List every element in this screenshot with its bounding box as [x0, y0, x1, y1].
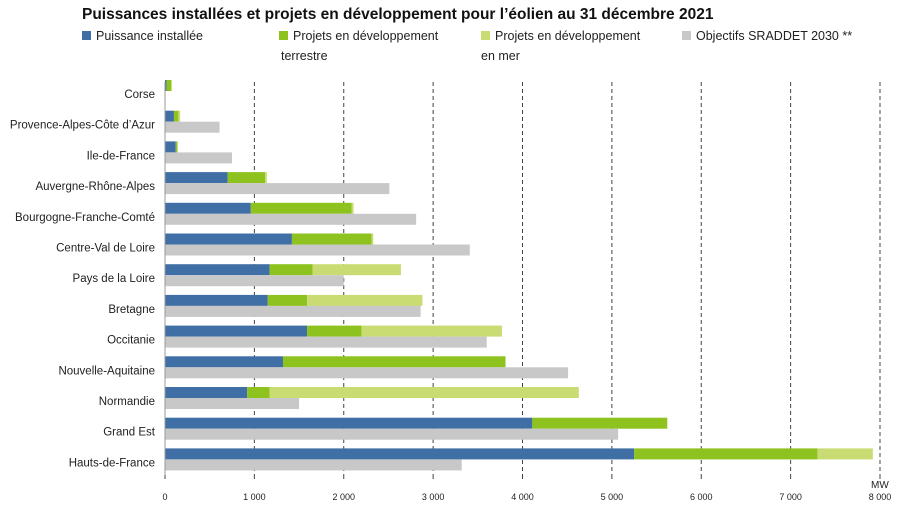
category-label: Occitanie: [107, 335, 155, 347]
bar-segment: [817, 448, 873, 460]
bar-segment: [165, 294, 268, 306]
legend-swatch-onshore: [279, 31, 288, 40]
bar-segment: [247, 387, 270, 398]
bars: [165, 80, 873, 471]
legend-swatch-installed: [82, 31, 91, 40]
bar-target: [165, 121, 220, 133]
legend-swatch-sraddet: [682, 31, 691, 40]
legend: Puissance installée Projets en développe…: [82, 29, 852, 63]
bar-target: [165, 213, 417, 225]
tick-label: 1 000: [243, 492, 266, 502]
category-label: Ile-de-France: [87, 150, 155, 162]
bar-segment: [178, 110, 181, 122]
bar-segment: [634, 448, 818, 460]
legend-label-installed: Puissance installée: [96, 29, 203, 43]
tick-label: 7 000: [779, 492, 802, 502]
bar-segment: [307, 294, 423, 306]
bar-segment: [351, 202, 354, 214]
tick-label: 3 000: [422, 492, 445, 502]
bar-segment: [269, 264, 313, 276]
legend-label-sraddet: Objectifs SRADDET 2030 **: [696, 29, 852, 43]
bar-segment: [165, 202, 251, 214]
bar-segment: [267, 294, 308, 306]
bar-segment: [175, 141, 178, 153]
bar-segment: [171, 80, 172, 91]
bar-target: [165, 428, 619, 440]
category-label: Hauts-de-France: [69, 457, 155, 469]
bar-target: [165, 367, 569, 379]
category-label: Nouvelle-Aquitaine: [58, 365, 155, 377]
bar-target: [165, 336, 487, 348]
category-label: Provence-Alpes-Côte d’Azur: [10, 120, 155, 132]
bar-segment: [532, 417, 668, 429]
tick-label: 8 000: [869, 492, 892, 502]
chart-title: Puissances installées et projets en déve…: [82, 6, 714, 23]
category-label: Normandie: [99, 396, 155, 408]
bar-segment: [269, 387, 579, 398]
bar-segment: [166, 80, 172, 91]
bar-segment: [312, 264, 401, 276]
category-label: Bourgogne-Franche-Comté: [15, 212, 155, 224]
bar-segment: [165, 325, 308, 337]
category-label: Grand Est: [103, 427, 156, 439]
bar-target: [165, 305, 421, 317]
bar-segment: [227, 172, 266, 184]
tick-label: 2 000: [332, 492, 355, 502]
bar-target: [165, 244, 470, 256]
legend-label-onshore: Projets en développement terrestre: [281, 29, 439, 63]
tick-label: 6 000: [690, 492, 713, 502]
bar-segment: [165, 141, 176, 153]
tick-label: 4 000: [511, 492, 534, 502]
tick-label: 5 000: [601, 492, 624, 502]
bar-segment: [165, 233, 292, 245]
bar-segment: [165, 80, 167, 91]
bar-segment: [165, 110, 174, 122]
bar-target: [165, 152, 233, 164]
gridlines: [253, 82, 881, 475]
legend-label-offshore: Projets en développement en mer: [481, 29, 641, 63]
bar-target: [165, 459, 462, 471]
x-axis-unit: MW: [871, 480, 889, 491]
category-label: Auvergne-Rhône-Alpes: [35, 181, 155, 193]
category-label: Corse: [124, 89, 155, 101]
bar-target: [165, 183, 390, 195]
bar-target: [165, 398, 300, 409]
bar-target: [165, 275, 344, 287]
bar-segment: [165, 264, 270, 276]
category-label: Pays de la Loire: [73, 273, 155, 285]
category-label: Bretagne: [108, 304, 155, 316]
tick-label: 0: [162, 492, 167, 502]
bar-segment: [165, 356, 283, 368]
bar-segment: [165, 387, 248, 398]
bar-segment: [165, 417, 533, 429]
bar-segment: [307, 325, 362, 337]
bar-segment: [250, 202, 352, 214]
bar-segment: [173, 110, 179, 122]
legend-swatch-offshore: [481, 31, 490, 40]
bar-segment: [282, 356, 506, 368]
category-label: Centre-Val de Loire: [56, 243, 155, 255]
bar-segment: [291, 233, 372, 245]
bar-segment: [265, 172, 267, 184]
bar-segment: [165, 448, 635, 460]
category-labels: Corse Provence-Alpes-Côte d’Azur Ile-de-Fr…: [10, 89, 156, 469]
x-axis: 0 1 000 2 000 3 000 4 000 5 000 6 000 7 000 8 00…: [162, 82, 891, 502]
bar-segment: [371, 233, 374, 245]
bar-segment: [165, 172, 228, 184]
bar-segment: [361, 325, 502, 337]
